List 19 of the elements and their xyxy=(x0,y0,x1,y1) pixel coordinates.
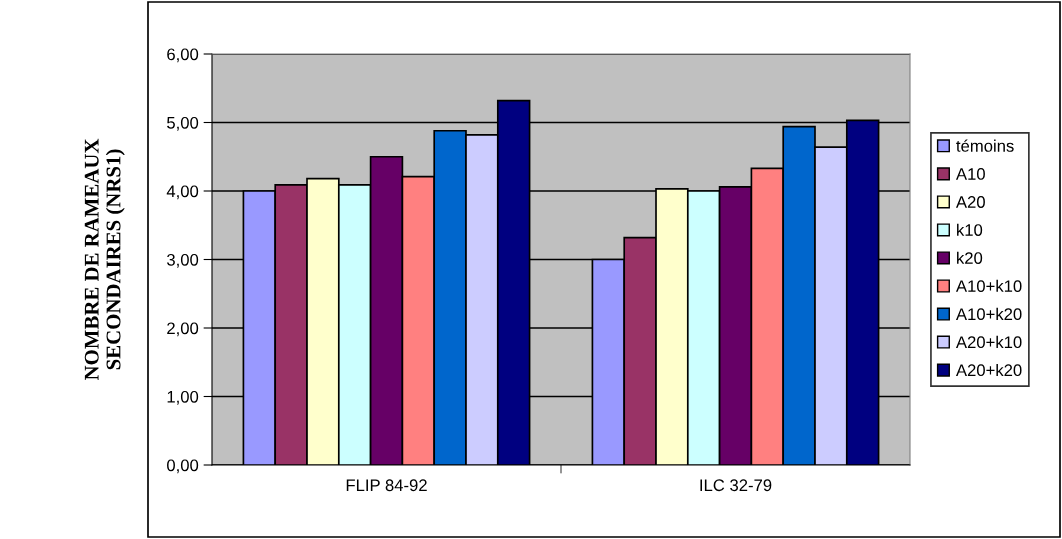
y-tick-label: 2,00 xyxy=(167,322,199,337)
legend-label: A20 xyxy=(955,196,985,208)
x-tick-label: ILC 32-79 xyxy=(700,479,772,492)
y-tick-label: 5,00 xyxy=(167,116,199,131)
legend-label: k20 xyxy=(957,251,983,264)
y-axis-title: NOMBRE DE RAMEAUX SECONDAIRES (NRS1) xyxy=(84,138,125,381)
x-tick-label: FLIP 84-92 xyxy=(346,479,427,492)
y-tick-label: 0,00 xyxy=(167,459,199,474)
legend-label: A10+k20 xyxy=(955,307,1022,321)
legend-label: A20+k10 xyxy=(955,335,1022,349)
y-tick-label: 1,00 xyxy=(167,390,199,405)
legend-label: A10+k10 xyxy=(955,279,1022,293)
y-tick-label: 6,00 xyxy=(167,48,199,63)
legend-label: A20+k20 xyxy=(955,363,1022,377)
legend-label: k10 xyxy=(957,223,983,236)
legend-label: témoins xyxy=(956,139,1014,152)
legend-label: A10 xyxy=(955,168,985,180)
y-tick-label: 4,00 xyxy=(166,185,199,200)
y-tick-label: 3,00 xyxy=(167,253,199,268)
